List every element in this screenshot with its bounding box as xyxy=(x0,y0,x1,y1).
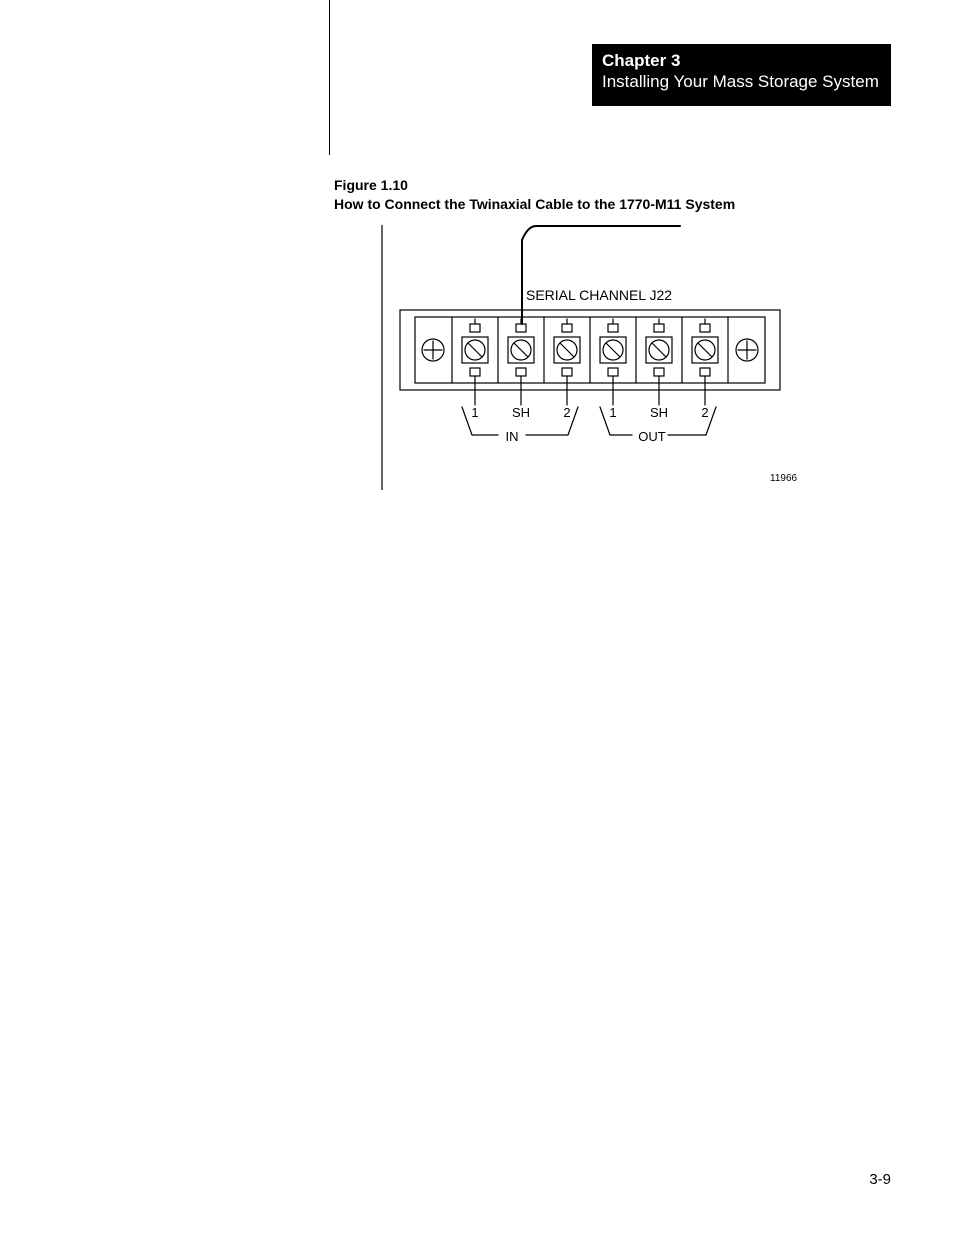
column-rule xyxy=(329,0,330,155)
chapter-title: Installing Your Mass Storage System xyxy=(602,71,881,92)
figure-id: 11966 xyxy=(770,473,797,484)
figure-caption: Figure 1.10 How to Connect the Twinaxial… xyxy=(334,176,735,214)
svg-text:2: 2 xyxy=(563,405,570,420)
svg-text:SERIAL CHANNEL J22: SERIAL CHANNEL J22 xyxy=(526,287,672,303)
page-number: 3-9 xyxy=(869,1171,891,1188)
chapter-header: Chapter 3 Installing Your Mass Storage S… xyxy=(592,44,891,106)
svg-text:1: 1 xyxy=(609,405,616,420)
svg-text:SH: SH xyxy=(650,405,668,420)
svg-text:IN: IN xyxy=(506,429,519,444)
svg-text:OUT: OUT xyxy=(638,429,666,444)
figure-diagram: SERIAL CHANNEL J22 1 SH 2 1 SH 2 IN OUT xyxy=(380,225,800,490)
svg-text:2: 2 xyxy=(701,405,708,420)
figure-number: Figure 1.10 xyxy=(334,176,735,195)
figure-title: How to Connect the Twinaxial Cable to th… xyxy=(334,195,735,214)
svg-text:1: 1 xyxy=(471,405,478,420)
svg-text:SH: SH xyxy=(512,405,530,420)
chapter-label: Chapter 3 xyxy=(602,50,881,71)
page: Chapter 3 Installing Your Mass Storage S… xyxy=(0,0,954,1235)
